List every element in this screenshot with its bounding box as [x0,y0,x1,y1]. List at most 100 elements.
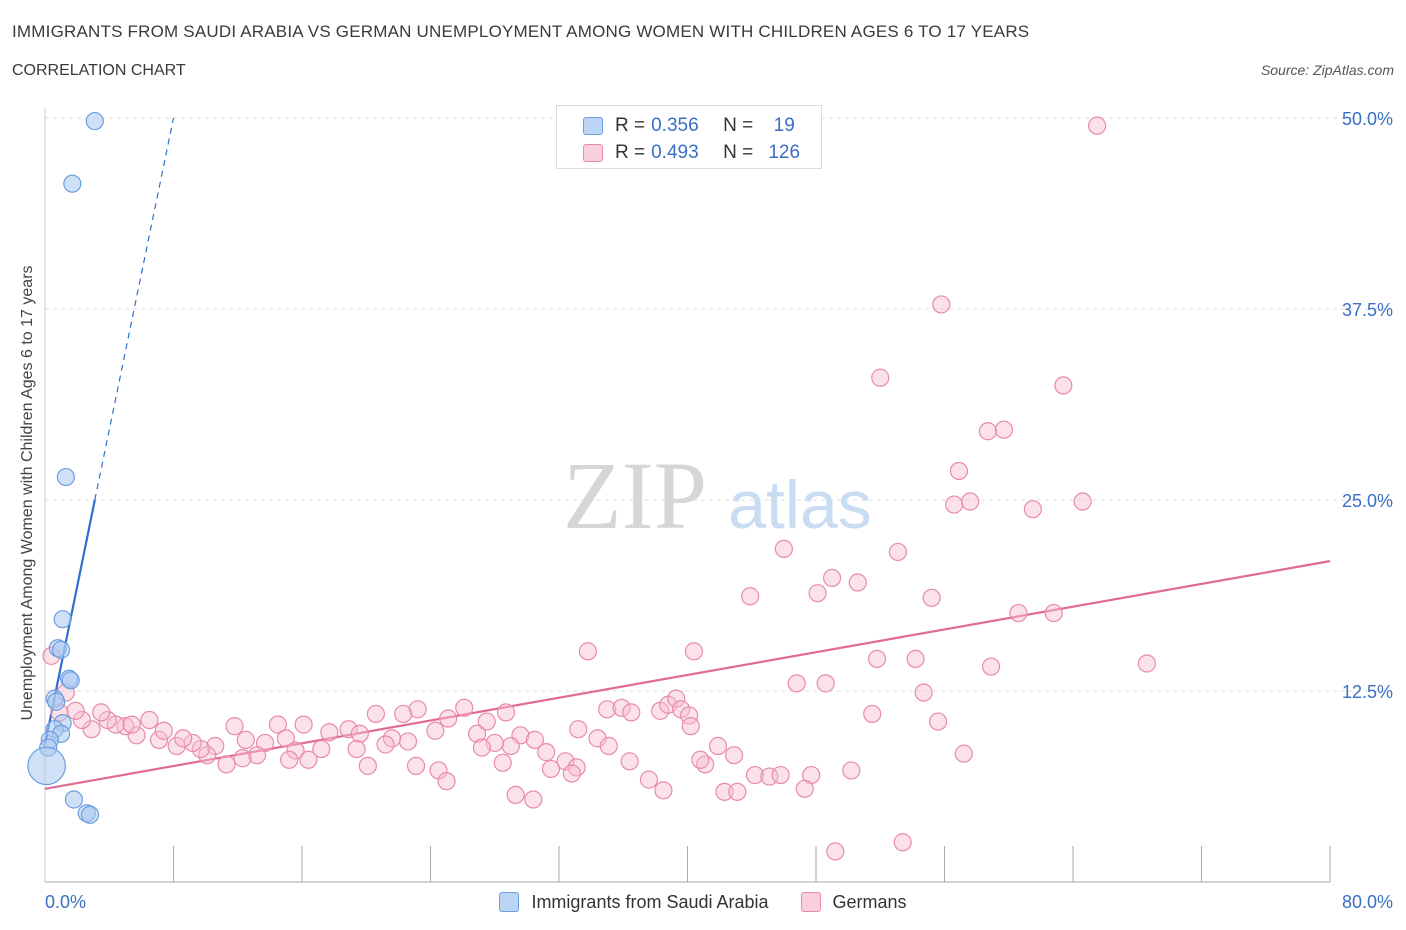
y-axis-label: Unemployment Among Women with Children A… [19,265,36,721]
germans-point [477,712,496,731]
r-label: R = [615,142,646,163]
germans-point [247,746,267,765]
germans-point [914,683,933,702]
germans-point [569,720,588,739]
y-tick-label: 25.0% [1342,491,1393,511]
chart-title: IMMIGRANTS FROM SAUDI ARABIA VS GERMAN U… [12,22,1030,41]
correlation-legend: R = 0.356 N = 19 R = 0.493 N = 126 [556,105,822,169]
germans-point [906,649,925,669]
germans-point [286,741,305,760]
germans-point [715,782,734,801]
germans-point [848,573,867,592]
germans-point [741,587,760,606]
saudi-point [27,746,66,786]
germans-point [888,542,908,562]
germans-point [350,724,369,743]
n-label: N = [723,142,754,163]
watermark: ZIP atlas [563,442,872,549]
germans-point [871,368,890,387]
germans-point [320,723,339,742]
germans-point [276,729,296,748]
germans-point [149,730,169,749]
germans-point [472,738,491,757]
germans-point [154,721,173,740]
x-tick-label: 0.0% [45,892,86,912]
germans-point [312,739,331,759]
germans-legend-swatch [800,892,821,912]
germans-point [578,642,598,661]
germans-point [167,736,186,756]
germans-point [954,744,973,763]
saudi-point [53,610,72,629]
germans-point [728,782,747,801]
germans-point [708,736,728,756]
saudi-point [51,640,71,659]
legend-item-germans[interactable]: Germans [800,892,907,913]
series-legend: Immigrants from Saudi Arabia Germans [0,888,1406,916]
germans-point [622,703,641,722]
germans-point [867,649,887,669]
germans-point [525,730,545,749]
y-tick-label: 37.5% [1342,300,1393,320]
germans-point [537,743,556,762]
germans-point [612,698,631,717]
germans-swatch [583,144,603,162]
germans-point [280,750,299,769]
saudi-legend-swatch [499,892,520,912]
germans-point [140,710,159,730]
germans-point [842,761,861,780]
germans-trend-line [44,560,1331,790]
germans-point [408,700,427,719]
germans-point [771,765,790,785]
germans-point [691,750,710,769]
r-value: 0.356 [651,115,699,136]
saudi-point [61,671,80,690]
chart-subtitle: CORRELATION CHART [12,62,186,79]
germans-point [299,750,318,769]
germans-point [426,721,445,740]
germans-point [981,657,1001,676]
grid-lines [45,117,1390,692]
germans-point [684,642,704,661]
germans-point [339,720,358,739]
germans-point [978,422,997,441]
r-label: R = [615,115,646,136]
saudi-point [47,692,66,711]
germans-point [795,779,814,798]
legend-label-saudi: Immigrants from Saudi Arabia [531,891,769,912]
legend-item-saudi[interactable]: Immigrants from Saudi Arabia [499,891,769,913]
germans-point [994,420,1014,439]
germans-point [787,674,806,693]
germans-point [92,703,111,722]
n-value: 126 [768,142,801,163]
germans-point [808,584,827,603]
germans-point [496,703,516,722]
germans-point [620,752,639,771]
germans-point [541,759,561,779]
saudi-points [27,111,104,824]
saudi-point [56,467,75,487]
saudi-point [64,790,84,809]
source-note: Source: ZipAtlas.com [1260,62,1394,78]
germans-point [562,764,581,783]
germans-point [467,724,487,743]
germans-point [358,756,377,775]
germans-point [928,712,948,731]
germans-point [826,842,845,861]
legend-row-saudi: R = 0.356 N = 19 [583,114,809,138]
germans-point [294,715,313,734]
germans-point [501,736,520,756]
germans-point [347,739,366,759]
germans-point [922,588,941,607]
germans-point [398,732,418,751]
germans-point [174,729,193,748]
germans-point [406,756,426,775]
germans-point [1073,492,1092,511]
germans-points [42,116,1156,861]
germans-point [1087,116,1107,135]
germans-point [82,720,101,739]
y-tick-label: 50.0% [1342,109,1393,129]
germans-point [945,495,964,514]
germans-point [437,772,456,791]
